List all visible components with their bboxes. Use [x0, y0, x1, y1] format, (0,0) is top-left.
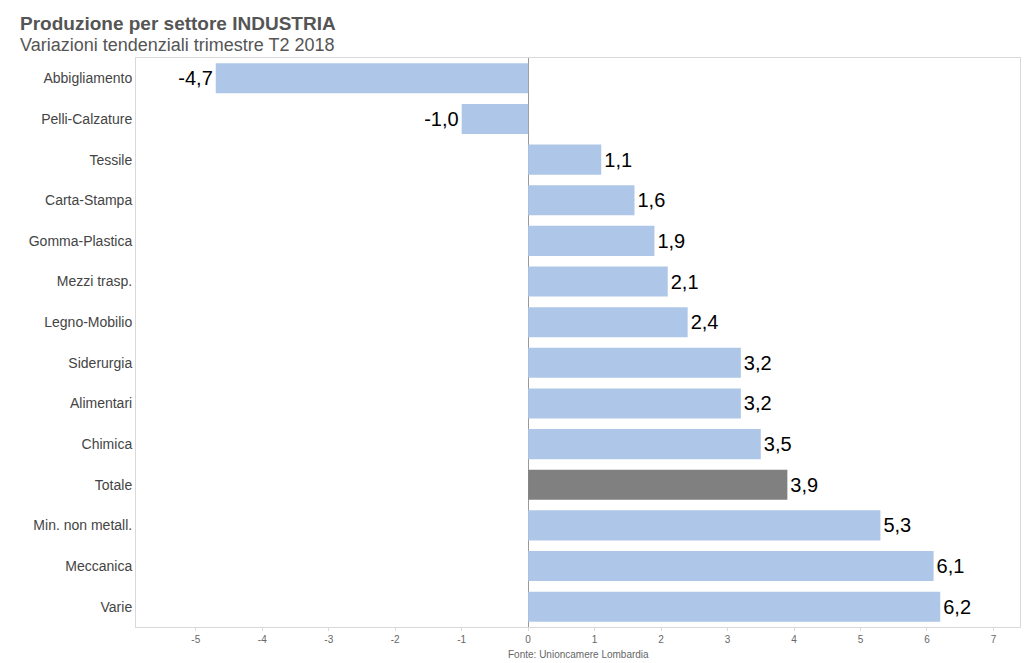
svg-text:Variazioni tendenziali trimest: Variazioni tendenziali trimestre T2 2018: [20, 35, 335, 55]
svg-text:Produzione per settore INDUSTR: Produzione per settore INDUSTRIA: [20, 13, 336, 34]
svg-text:Min. non metall.: Min. non metall.: [33, 517, 132, 533]
svg-text:-1: -1: [457, 634, 466, 645]
svg-text:Pelli-Calzature: Pelli-Calzature: [41, 111, 132, 127]
svg-text:Chimica: Chimica: [82, 436, 133, 452]
svg-text:Legno-Mobilio: Legno-Mobilio: [44, 314, 132, 330]
svg-text:2,1: 2,1: [671, 271, 699, 293]
svg-text:Meccanica: Meccanica: [65, 558, 132, 574]
svg-text:Gomma-Plastica: Gomma-Plastica: [29, 233, 133, 249]
svg-text:-4: -4: [258, 634, 267, 645]
svg-text:3,5: 3,5: [764, 433, 792, 455]
svg-text:3: 3: [725, 634, 731, 645]
svg-text:Fonte: Unioncamere Lombardia: Fonte: Unioncamere Lombardia: [508, 649, 649, 660]
svg-text:Abbigliamento: Abbigliamento: [43, 70, 132, 86]
svg-text:5,3: 5,3: [883, 514, 911, 536]
svg-text:6,2: 6,2: [943, 596, 971, 618]
svg-text:2,4: 2,4: [691, 311, 719, 333]
svg-text:Siderurgia: Siderurgia: [68, 355, 132, 371]
svg-text:1,6: 1,6: [638, 189, 666, 211]
svg-text:-5: -5: [191, 634, 200, 645]
svg-text:2: 2: [658, 634, 664, 645]
svg-text:7: 7: [991, 634, 997, 645]
svg-text:3,2: 3,2: [744, 392, 772, 414]
svg-text:Alimentari: Alimentari: [70, 395, 132, 411]
svg-text:6: 6: [924, 634, 930, 645]
svg-text:3,9: 3,9: [790, 474, 818, 496]
svg-text:5: 5: [858, 634, 864, 645]
svg-text:1,9: 1,9: [657, 230, 685, 252]
svg-text:-2: -2: [391, 634, 400, 645]
svg-text:-3: -3: [324, 634, 333, 645]
svg-text:Mezzi trasp.: Mezzi trasp.: [57, 273, 132, 289]
svg-text:-4,7: -4,7: [178, 67, 212, 89]
svg-text:1: 1: [592, 634, 598, 645]
svg-text:1,1: 1,1: [604, 149, 632, 171]
svg-text:0: 0: [525, 634, 531, 645]
svg-text:6,1: 6,1: [937, 555, 965, 577]
svg-text:Carta-Stampa: Carta-Stampa: [45, 192, 132, 208]
svg-text:-1,0: -1,0: [424, 108, 458, 130]
svg-text:Totale: Totale: [95, 477, 133, 493]
svg-text:Varie: Varie: [101, 599, 133, 615]
svg-text:4: 4: [791, 634, 797, 645]
svg-text:3,2: 3,2: [744, 352, 772, 374]
svg-text:Tessile: Tessile: [89, 152, 132, 168]
